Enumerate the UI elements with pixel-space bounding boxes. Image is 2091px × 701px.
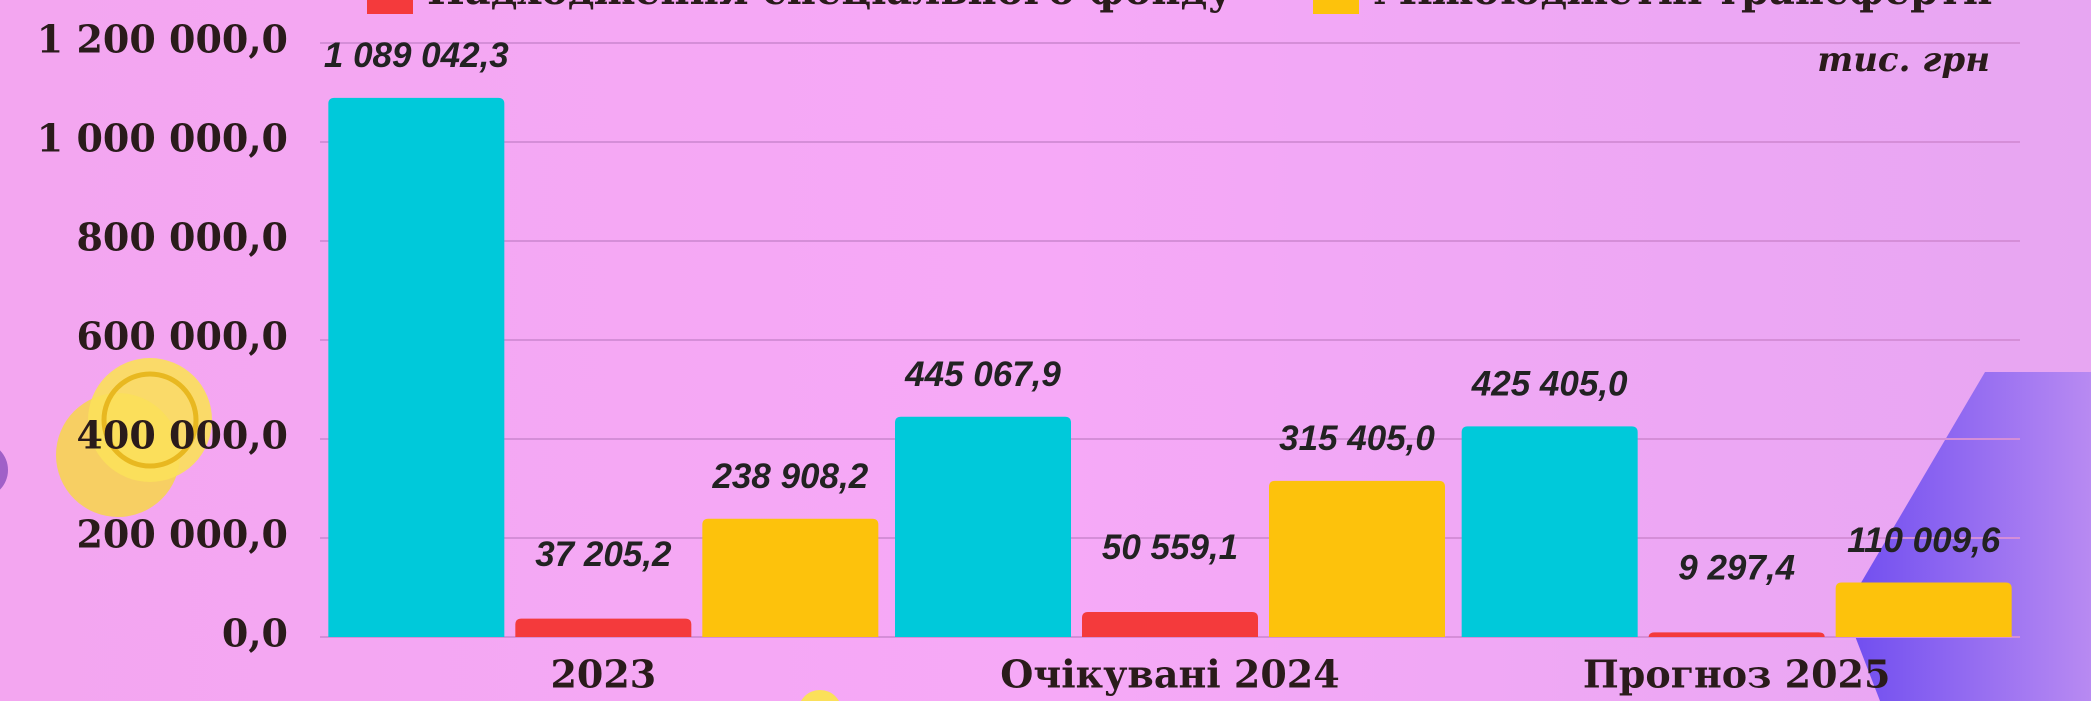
value-label: 9 297,4 [1678, 549, 1795, 588]
value-label: 1 089 042,3 [324, 36, 509, 75]
bar [1082, 612, 1258, 637]
legend-swatch [367, 0, 413, 14]
y-tick-label: 200 000,0 [76, 512, 288, 557]
value-label: 110 009,6 [1847, 521, 2001, 560]
bar [515, 619, 691, 637]
x-tick-label: Очікувані 2024 [1000, 652, 1339, 697]
bar [1836, 583, 2012, 637]
value-label: 425 405,0 [1471, 365, 1628, 404]
bar [328, 98, 504, 637]
y-tick-label: 1 200 000,0 [37, 17, 288, 62]
legend-label: Надходження спеціального фонду [427, 0, 1233, 14]
value-label: 37 205,2 [535, 535, 672, 574]
bar [1462, 426, 1638, 637]
y-tick-label: 800 000,0 [76, 215, 288, 260]
x-tick-label: 2023 [550, 652, 656, 697]
legend-label: Міжбюджетні трансферти [1373, 0, 1993, 14]
value-label: 50 559,1 [1102, 528, 1238, 567]
y-tick-label: 1 000 000,0 [37, 116, 288, 161]
bar [895, 417, 1071, 637]
value-label: 315 405,0 [1279, 419, 1435, 458]
value-label: 445 067,9 [904, 355, 1061, 394]
legend-swatch [1313, 0, 1359, 14]
bar [702, 519, 878, 637]
bar [1649, 632, 1825, 637]
y-tick-label: 0,0 [222, 611, 288, 656]
chart: тис. грн 0,0 200 000,0 400 000,0 600 000,0 8… [0, 0, 2091, 701]
unit-note: тис. грн [1817, 40, 1990, 80]
y-tick-label: 400 000,0 [76, 413, 288, 458]
value-label: 238 908,2 [711, 457, 868, 496]
y-tick-label: 600 000,0 [76, 314, 288, 359]
x-tick-label: Прогноз 2025 [1583, 652, 1891, 697]
bar [1269, 481, 1445, 637]
